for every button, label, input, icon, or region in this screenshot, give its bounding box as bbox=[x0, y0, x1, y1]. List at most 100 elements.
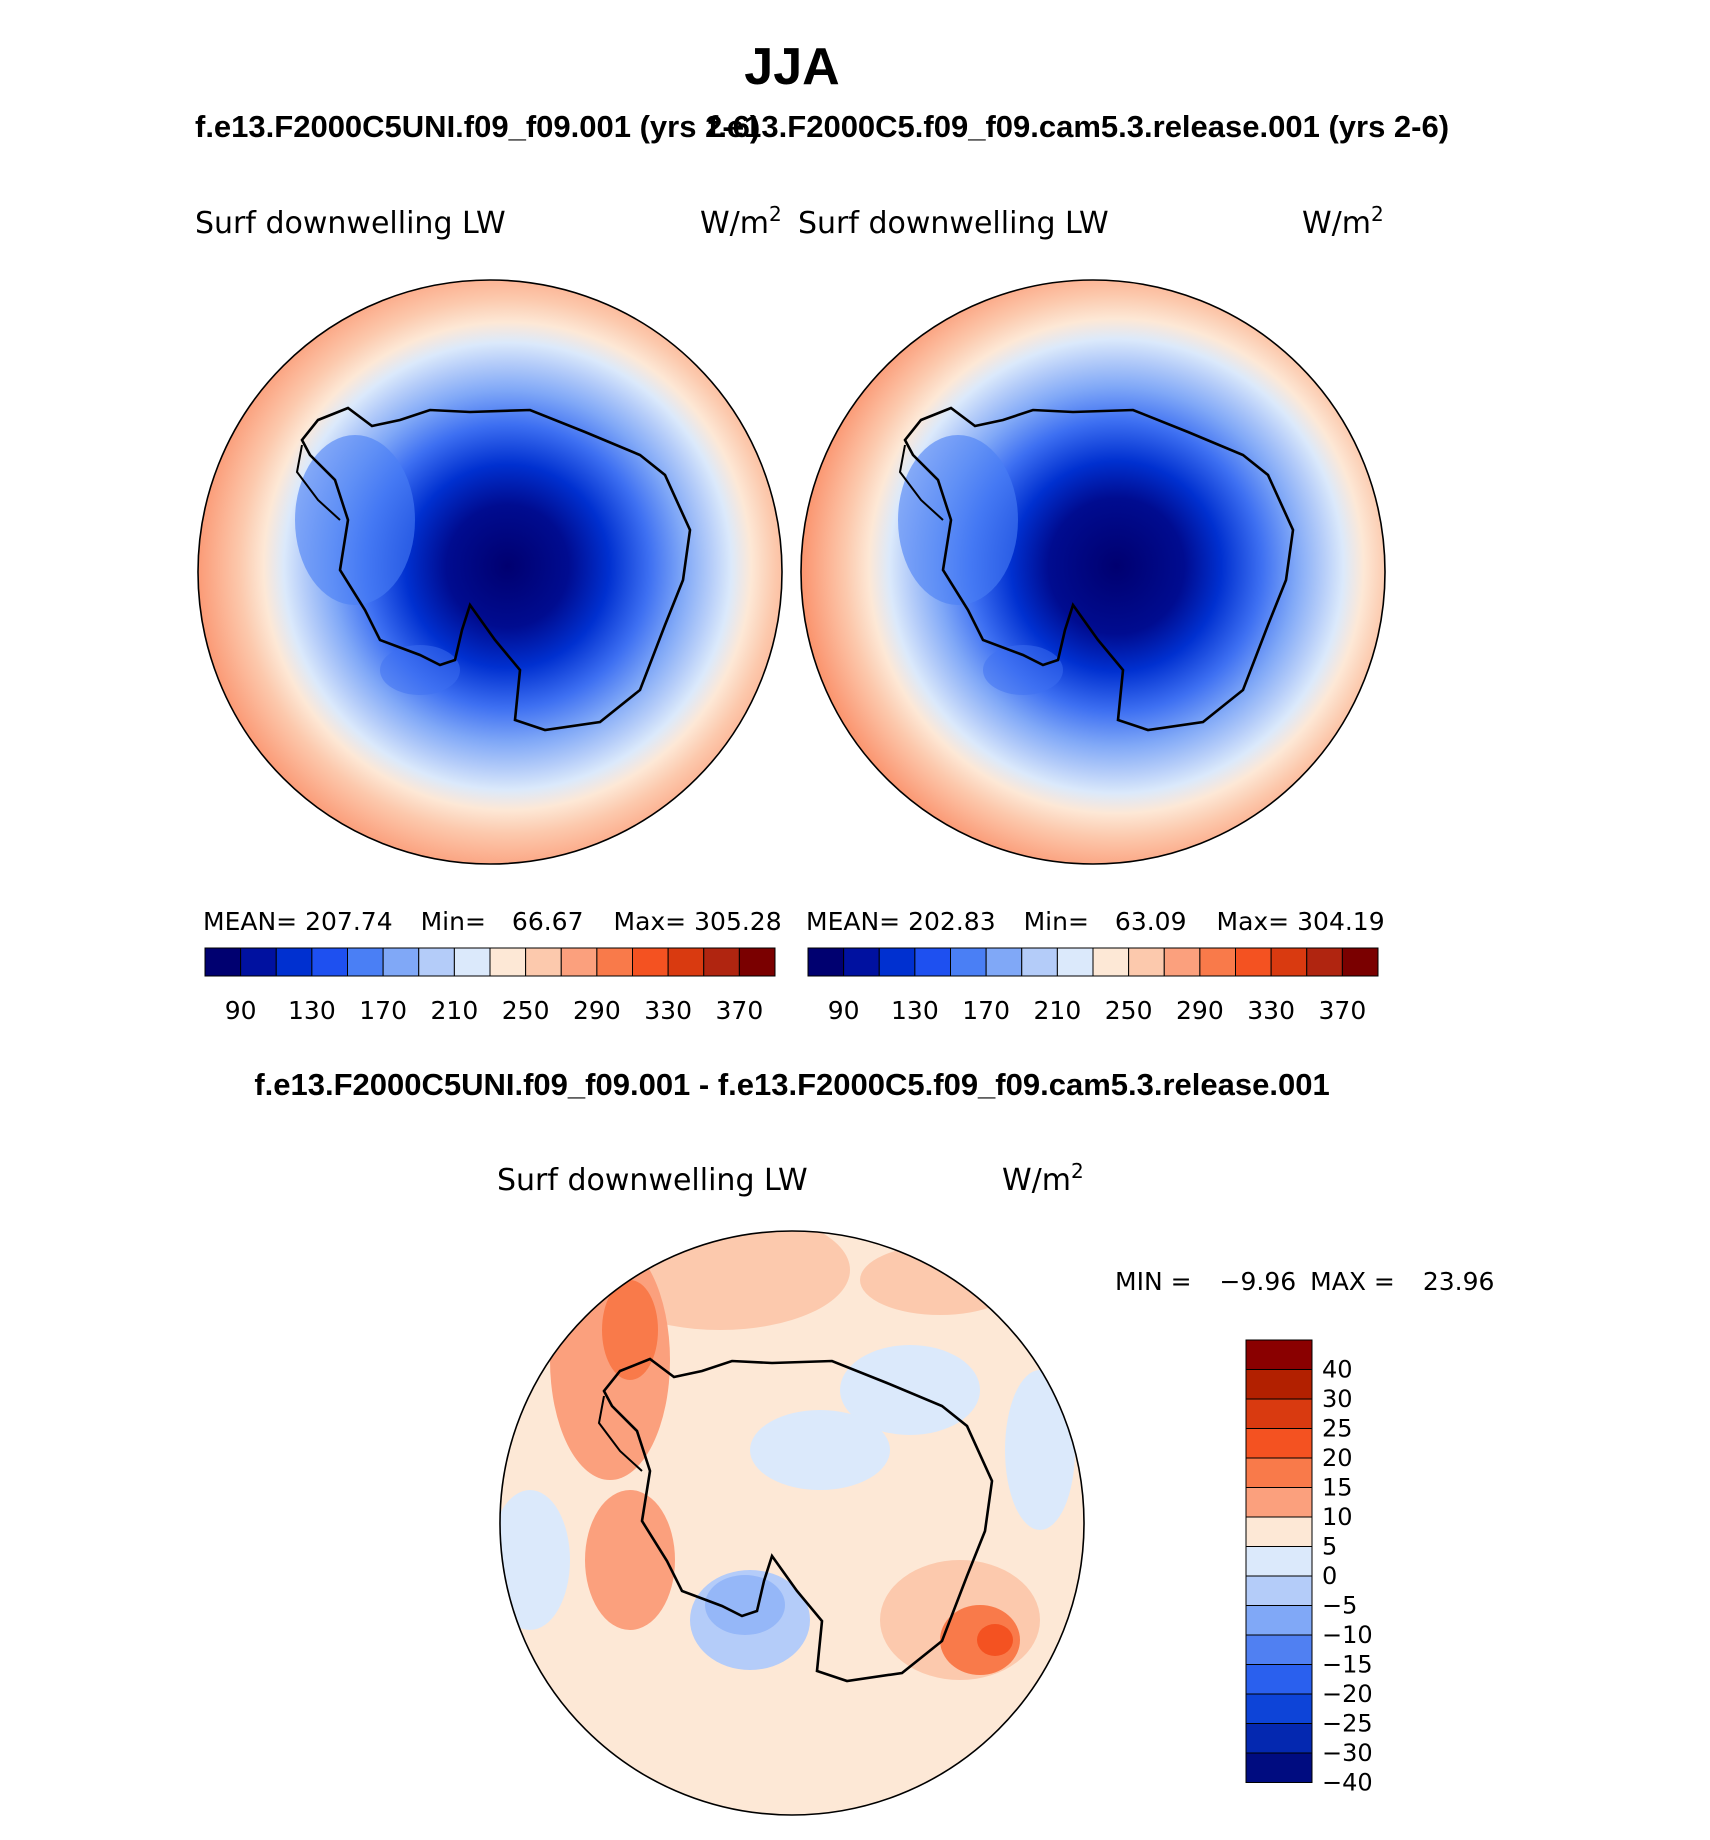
right-case-title: f.e13.F2000C5.f09_f09.cam5.3.release.001… bbox=[708, 109, 1449, 144]
left-stats: MEAN= 207.74 Min= 66.67 Max= 305.28 bbox=[203, 907, 782, 936]
colorbar-swatch bbox=[1163, 947, 1201, 977]
colorbar-tick-label: 330 bbox=[1247, 996, 1295, 1025]
diff-colorbar-label: 30 bbox=[1322, 1385, 1353, 1413]
colorbar-swatch bbox=[240, 947, 277, 977]
diff-colorbar-label: −40 bbox=[1322, 1769, 1373, 1797]
diff-colorbar-swatch bbox=[1245, 1752, 1313, 1783]
diff-colorbar-label: 25 bbox=[1322, 1415, 1353, 1443]
left-colorbar: 90 130 170 210 250 290 330 370 bbox=[204, 947, 776, 1025]
diff-colorbar-swatch bbox=[1245, 1723, 1313, 1754]
colorbar-swatch bbox=[667, 947, 705, 977]
left-map bbox=[198, 280, 782, 864]
diff-colorbar-swatch bbox=[1245, 1339, 1313, 1370]
colorbar-tick-label: 90 bbox=[225, 996, 257, 1025]
colorbar-swatch bbox=[1306, 947, 1343, 977]
colorbar-swatch bbox=[807, 947, 845, 977]
colorbar-swatch bbox=[453, 947, 491, 977]
diff-colorbar-swatch bbox=[1245, 1457, 1313, 1488]
main-title: JJA bbox=[744, 38, 839, 96]
diff-colorbar-label: −10 bbox=[1322, 1621, 1373, 1649]
colorbar-swatch bbox=[843, 947, 880, 977]
diff-coastline bbox=[602, 1357, 994, 1683]
right-units-label: W/m2 bbox=[1302, 202, 1384, 241]
colorbar-tick-label: 210 bbox=[431, 996, 479, 1025]
right-map bbox=[801, 280, 1385, 864]
right-map-border bbox=[800, 279, 1386, 865]
colorbar-tick-label: 170 bbox=[962, 996, 1010, 1025]
colorbar-swatch bbox=[347, 947, 384, 977]
colorbar-swatch bbox=[489, 947, 527, 977]
diff-colorbar-label: −30 bbox=[1322, 1739, 1373, 1767]
right-variable-label: Surf downwelling LW bbox=[798, 206, 1109, 241]
colorbar-swatch bbox=[275, 947, 313, 977]
diff-colorbar-label: −20 bbox=[1322, 1680, 1373, 1708]
colorbar-tick-label: 250 bbox=[1105, 996, 1153, 1025]
colorbar-swatch bbox=[204, 947, 242, 977]
diff-variable-label: Surf downwelling LW bbox=[497, 1163, 808, 1198]
diff-min-max: MIN = −9.96 MAX = 23.96 bbox=[1115, 1267, 1494, 1296]
colorbar-swatch bbox=[596, 947, 633, 977]
diff-map bbox=[500, 1231, 1084, 1815]
colorbar-tick-label: 290 bbox=[1176, 996, 1224, 1025]
diff-colorbar-swatch bbox=[1245, 1664, 1313, 1695]
diff-colorbar-swatch bbox=[1245, 1605, 1313, 1636]
colorbar-swatch bbox=[1235, 947, 1272, 977]
diff-colorbar-swatch bbox=[1245, 1398, 1313, 1429]
diff-colorbar-swatch bbox=[1245, 1516, 1313, 1547]
diff-colorbar-swatch bbox=[1245, 1546, 1313, 1577]
left-map-border bbox=[197, 279, 783, 865]
colorbar-swatch bbox=[1128, 947, 1165, 977]
diff-colorbar-label: 20 bbox=[1322, 1444, 1353, 1472]
colorbar-swatch bbox=[525, 947, 562, 977]
colorbar-swatch bbox=[878, 947, 916, 977]
colorbar-swatch bbox=[914, 947, 951, 977]
colorbar-tick-label: 330 bbox=[644, 996, 692, 1025]
diff-map-border bbox=[499, 1230, 1085, 1816]
colorbar-tick-label: 130 bbox=[288, 996, 336, 1025]
colorbar-swatch bbox=[1270, 947, 1308, 977]
diff-colorbar-swatch bbox=[1245, 1634, 1313, 1665]
colorbar-swatch bbox=[703, 947, 740, 977]
colorbar-swatch bbox=[311, 947, 348, 977]
colorbar-tick-label: 130 bbox=[891, 996, 939, 1025]
colorbar-swatch bbox=[950, 947, 987, 977]
colorbar-swatch bbox=[1199, 947, 1236, 977]
colorbar-swatch bbox=[1341, 947, 1379, 977]
right-stats: MEAN= 202.83 Min= 63.09 Max= 304.19 bbox=[806, 907, 1385, 936]
difference-title: f.e13.F2000C5UNI.f09_f09.001 - f.e13.F20… bbox=[254, 1067, 1329, 1102]
diff-colorbar-swatch bbox=[1245, 1428, 1313, 1459]
colorbar-swatch bbox=[632, 947, 669, 977]
colorbar-tick-label: 170 bbox=[359, 996, 407, 1025]
diff-colorbar-label: 0 bbox=[1322, 1562, 1337, 1590]
colorbar-swatch bbox=[1092, 947, 1130, 977]
left-coastline bbox=[300, 406, 692, 732]
left-case-title: f.e13.F2000C5UNI.f09_f09.001 (yrs 2-6) bbox=[195, 109, 760, 144]
diff-colorbar-label: 15 bbox=[1322, 1474, 1353, 1502]
colorbar-swatch bbox=[738, 947, 776, 977]
colorbar-tick-label: 290 bbox=[573, 996, 621, 1025]
colorbar-swatch bbox=[1021, 947, 1058, 977]
colorbar-tick-label: 250 bbox=[502, 996, 550, 1025]
diff-colorbar-swatch bbox=[1245, 1487, 1313, 1518]
colorbar-tick-label: 210 bbox=[1034, 996, 1082, 1025]
colorbar-swatch bbox=[418, 947, 455, 977]
diff-colorbar-swatch bbox=[1245, 1575, 1313, 1606]
colorbar-tick-label: 90 bbox=[828, 996, 860, 1025]
diff-colorbar-label: −15 bbox=[1322, 1651, 1373, 1679]
diff-colorbar-label: 5 bbox=[1322, 1533, 1337, 1561]
diff-units-label: W/m2 bbox=[1002, 1159, 1084, 1198]
colorbar-swatch bbox=[560, 947, 598, 977]
left-units-label: W/m2 bbox=[700, 202, 782, 241]
diff-colorbar-label: −25 bbox=[1322, 1710, 1373, 1738]
colorbar-swatch bbox=[985, 947, 1023, 977]
colorbar-tick-label: 370 bbox=[1319, 996, 1367, 1025]
diff-colorbar-swatch bbox=[1245, 1693, 1313, 1724]
right-coastline bbox=[903, 406, 1295, 732]
left-variable-label: Surf downwelling LW bbox=[195, 206, 506, 241]
diff-colorbar-label: 40 bbox=[1322, 1356, 1353, 1384]
diff-colorbar-label: 10 bbox=[1322, 1503, 1353, 1531]
diff-colorbar-label: −5 bbox=[1322, 1592, 1357, 1620]
diff-colorbar-swatch bbox=[1245, 1369, 1313, 1400]
